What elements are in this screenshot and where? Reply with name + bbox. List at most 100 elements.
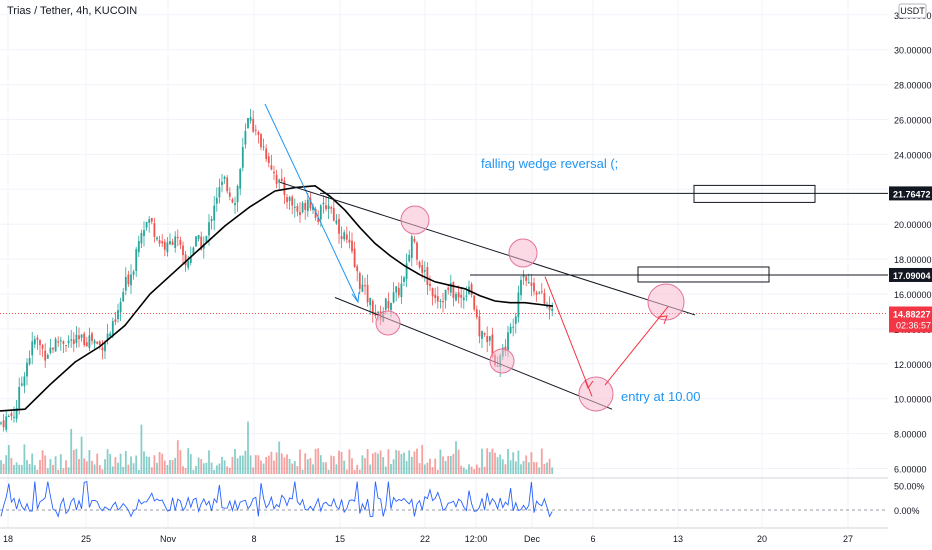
volume-bar bbox=[187, 448, 190, 474]
candle-body bbox=[455, 293, 457, 301]
volume-bar bbox=[106, 449, 109, 474]
candle-body bbox=[527, 282, 530, 284]
currency-badge-label: USDT bbox=[900, 6, 925, 16]
candle-body bbox=[517, 292, 520, 318]
candle-body bbox=[75, 334, 78, 344]
candle-body bbox=[54, 338, 57, 352]
candle-body bbox=[340, 236, 343, 240]
candle-body bbox=[166, 242, 169, 253]
descent-arrowhead bbox=[351, 291, 360, 304]
oscillator-line bbox=[0, 481, 553, 518]
volume-bar bbox=[390, 463, 392, 474]
candle-body bbox=[208, 222, 210, 236]
volume-bar bbox=[156, 462, 158, 474]
candle-body bbox=[135, 249, 138, 271]
volume-bar bbox=[236, 458, 239, 474]
candle-body bbox=[551, 308, 554, 311]
volume-bar bbox=[306, 459, 309, 474]
entry-label[interactable]: entry at 10.00 bbox=[621, 389, 701, 404]
volume-bar bbox=[470, 466, 473, 474]
volume-bar bbox=[520, 464, 522, 474]
candle-body bbox=[31, 341, 34, 356]
volume-bar bbox=[377, 453, 379, 474]
candle-body bbox=[514, 316, 517, 324]
oscillator-axis-tick: 0.00% bbox=[894, 506, 920, 516]
volume-bar bbox=[322, 462, 325, 474]
volume-bar bbox=[228, 467, 231, 474]
volume-bar bbox=[501, 459, 504, 474]
time-axis-tick: 15 bbox=[335, 534, 345, 544]
volume-bar bbox=[7, 445, 10, 474]
candle-body bbox=[423, 270, 426, 272]
volume-bar bbox=[26, 460, 28, 474]
volume-bar bbox=[171, 460, 174, 474]
candle-body bbox=[447, 287, 450, 290]
oscillator-axis-tick: 50.00% bbox=[894, 482, 925, 492]
candle-body bbox=[59, 340, 62, 342]
countdown-label: 02:36:57 bbox=[896, 321, 931, 331]
candle-body bbox=[205, 235, 208, 243]
candle-body bbox=[452, 281, 455, 299]
candle-body bbox=[481, 331, 483, 339]
candle-body bbox=[117, 310, 119, 320]
volume-bar bbox=[507, 449, 509, 474]
volume-bar bbox=[52, 464, 54, 474]
volume-bar bbox=[343, 460, 346, 474]
candle-body bbox=[184, 254, 187, 266]
candle-body bbox=[442, 301, 444, 303]
candle-body bbox=[265, 148, 268, 160]
candle-body bbox=[345, 234, 348, 240]
volume-bar bbox=[304, 453, 307, 474]
price-axis-tick: 12.00000 bbox=[894, 360, 932, 370]
volume-bar bbox=[447, 455, 450, 474]
volume-bar bbox=[80, 436, 83, 474]
candle-body bbox=[10, 413, 13, 417]
candle-body bbox=[462, 297, 465, 301]
candle-body bbox=[91, 333, 93, 342]
candle-body bbox=[299, 211, 301, 216]
volume-bar bbox=[429, 458, 431, 474]
volume-bar bbox=[270, 451, 273, 474]
volume-bar bbox=[288, 458, 291, 474]
volume-bar bbox=[226, 466, 229, 474]
candle-body bbox=[23, 376, 26, 387]
candle-body bbox=[218, 187, 221, 198]
candle-body bbox=[327, 205, 330, 209]
volume-bar bbox=[358, 469, 361, 474]
time-axis-tick: Dec bbox=[524, 534, 541, 544]
volume-bar bbox=[371, 453, 374, 474]
candle-body bbox=[319, 205, 322, 220]
price-axis-tick: 8.00000 bbox=[894, 430, 927, 440]
candle-body bbox=[119, 301, 122, 313]
volume-bar bbox=[400, 453, 403, 474]
candlestick-series bbox=[0, 108, 554, 433]
volume-bar bbox=[192, 469, 195, 474]
volume-bar bbox=[189, 454, 192, 474]
volume-bar bbox=[262, 463, 265, 474]
volume-bar bbox=[174, 457, 177, 474]
chart-grid bbox=[0, 0, 888, 529]
volume-bar bbox=[244, 450, 247, 474]
volume-bar bbox=[67, 467, 70, 474]
volume-bar bbox=[85, 461, 88, 474]
volume-bar bbox=[353, 469, 356, 474]
symbol-title[interactable]: Trias / Tether, 4h, KUCOIN bbox=[7, 5, 137, 17]
candle-body bbox=[200, 236, 203, 250]
touch-point-circle bbox=[647, 283, 685, 321]
volume-bar bbox=[535, 462, 538, 474]
candle-body bbox=[20, 383, 23, 386]
time-axis-tick: 8 bbox=[251, 534, 256, 544]
current-price-label: 14.88227 bbox=[893, 310, 931, 320]
candle-body bbox=[434, 294, 437, 298]
volume-bar bbox=[382, 457, 385, 474]
volume-bar bbox=[130, 456, 132, 474]
candle-body bbox=[0, 422, 2, 424]
candle-body bbox=[145, 221, 148, 228]
volume-bar bbox=[509, 460, 512, 474]
time-axis-tick: 20 bbox=[757, 534, 767, 544]
pattern-label[interactable]: falling wedge reversal (; bbox=[481, 156, 618, 171]
candle-body bbox=[416, 242, 418, 260]
volume-bar bbox=[215, 465, 218, 474]
currency-badge[interactable]: USDT bbox=[898, 3, 927, 19]
